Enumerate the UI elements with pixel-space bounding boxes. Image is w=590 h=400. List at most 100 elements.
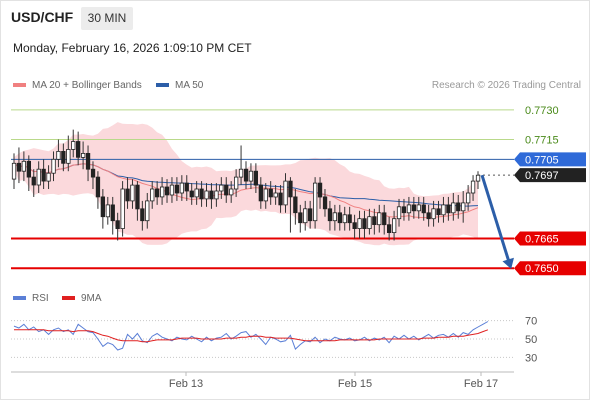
candle-bull — [145, 200, 150, 222]
candle-bear — [90, 168, 96, 178]
x-tick-label: Feb 13 — [169, 378, 203, 390]
candle-bull — [332, 212, 338, 222]
candle-bear — [199, 188, 204, 200]
candle — [184, 175, 189, 201]
candle-bear — [224, 184, 229, 196]
candle-bear — [362, 218, 367, 229]
candle-bear — [347, 214, 352, 224]
candle-bull — [312, 182, 318, 222]
price-label-bg — [514, 168, 586, 183]
ma9-line — [14, 329, 489, 343]
candle — [110, 196, 115, 235]
candle — [322, 189, 328, 217]
candle — [357, 210, 362, 239]
candle — [377, 204, 382, 233]
candle-bull — [238, 168, 244, 178]
candle-bull — [11, 162, 17, 180]
candle — [135, 181, 140, 221]
candle-bull — [406, 204, 412, 214]
candle-bear — [209, 190, 214, 200]
candle — [66, 135, 71, 172]
ma9-legend-label: 9MA — [81, 293, 102, 304]
price-label-text: 0.7730 — [525, 105, 559, 117]
candle-bull — [81, 152, 86, 158]
candle-bull — [66, 148, 71, 164]
candle-bear — [411, 204, 417, 212]
candle-bear — [317, 182, 323, 198]
candle — [125, 177, 130, 209]
candle-bear — [95, 176, 101, 198]
candle — [61, 143, 66, 172]
candle — [263, 183, 268, 209]
candle — [258, 177, 264, 209]
candle-bear — [61, 150, 66, 164]
candle-bear — [268, 188, 273, 198]
candle-bear — [135, 184, 140, 210]
candle-bull — [229, 188, 234, 196]
candle — [243, 161, 249, 190]
ma50-legend: MA 50 — [156, 80, 203, 91]
candle-bear — [386, 224, 392, 233]
candle-bear — [421, 204, 426, 214]
forecast-arrow — [480, 174, 512, 266]
candle-bull — [219, 184, 224, 192]
candle — [51, 151, 56, 182]
candle — [120, 181, 125, 237]
candle — [204, 183, 209, 207]
candle-bull — [391, 218, 397, 233]
forecast-arrowhead — [502, 257, 514, 270]
candle — [95, 171, 101, 209]
rsi-swatch — [13, 296, 26, 301]
candle — [332, 204, 338, 231]
candle — [401, 198, 407, 221]
timeframe-badge[interactable]: 30 MIN — [81, 7, 133, 30]
candle — [71, 129, 76, 158]
candle-bull — [263, 188, 268, 202]
candle-bear — [125, 188, 130, 202]
candle — [105, 196, 110, 225]
candle — [426, 204, 431, 227]
candle-bull — [465, 192, 471, 204]
candle-bear — [278, 192, 283, 206]
candle-bull — [377, 212, 382, 226]
candle — [411, 196, 417, 219]
candle — [391, 210, 397, 241]
candle — [130, 179, 135, 209]
candle — [46, 165, 51, 190]
candle — [278, 185, 283, 213]
candle — [327, 200, 333, 231]
candle — [169, 177, 175, 203]
price-label-0.7650: 0.7650 — [514, 261, 586, 276]
candle — [253, 163, 259, 193]
candle — [100, 189, 105, 229]
candle — [248, 163, 254, 190]
candle-bull — [105, 204, 110, 218]
candle-bull — [46, 172, 51, 182]
x-tick-label: Feb 17 — [464, 378, 498, 390]
candle-bear — [446, 204, 451, 214]
candle — [224, 177, 229, 203]
candle — [140, 200, 145, 231]
candle — [337, 204, 343, 231]
candle — [307, 200, 313, 229]
candle — [90, 161, 96, 190]
candle — [465, 185, 471, 211]
candle-bull — [194, 188, 199, 198]
candle — [352, 214, 357, 239]
candle-bull — [169, 184, 175, 196]
candle — [342, 206, 347, 231]
candle-bear — [456, 202, 461, 212]
candle-bear — [337, 212, 343, 224]
candle-bear — [307, 208, 313, 222]
rsi-legend-label: RSI — [32, 293, 49, 304]
candle-bear — [372, 216, 377, 225]
candle-bear — [164, 186, 170, 196]
candle — [470, 175, 476, 201]
candle-bull — [342, 214, 347, 224]
candle — [174, 177, 180, 201]
candle-bull — [233, 176, 239, 190]
rsi-level-label: 30 — [525, 352, 537, 364]
price-label-text: 0.7697 — [525, 170, 559, 182]
ma20-legend-label: MA 20 + Bollinger Bands — [32, 80, 142, 91]
